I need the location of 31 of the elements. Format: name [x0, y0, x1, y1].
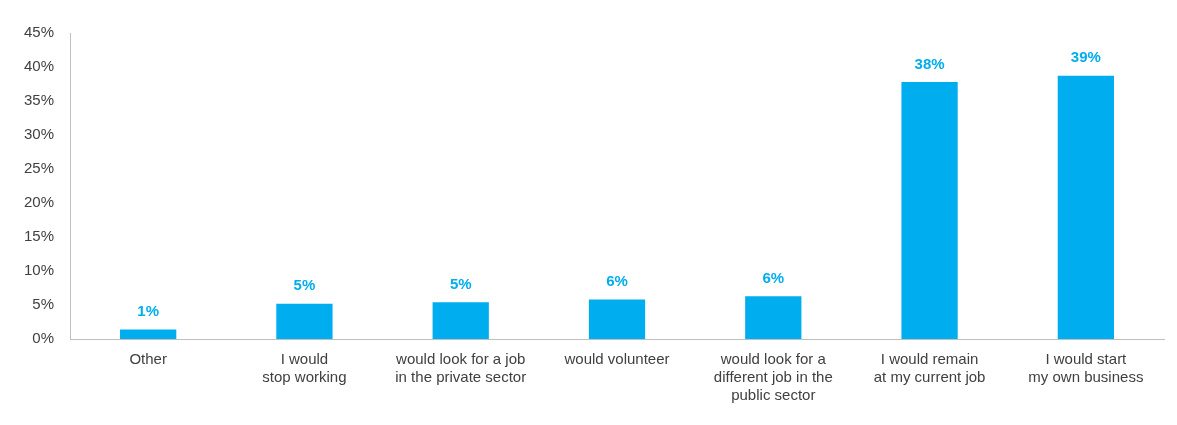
y-tick-label: 35% [23, 91, 55, 109]
bar [588, 299, 646, 339]
bar [120, 329, 177, 339]
bar [901, 81, 958, 339]
y-tick-label: 5% [32, 295, 55, 313]
bar [276, 303, 333, 339]
bar [745, 296, 802, 339]
x-tick-label: I would remain at my current job [873, 350, 986, 386]
y-tick-label: 0% [32, 329, 55, 347]
bar [432, 302, 489, 339]
data-label: 39% [1070, 48, 1101, 66]
x-tick-label: would look for a job in the private sector [395, 350, 527, 386]
bar [1057, 75, 1114, 339]
data-label: 5% [293, 276, 316, 294]
data-label: 6% [606, 272, 628, 290]
y-tick-label: 30% [23, 125, 55, 143]
data-label: 5% [449, 274, 472, 292]
y-tick-label: 25% [23, 159, 55, 177]
data-label: 6% [762, 268, 785, 286]
data-label: 38% [914, 54, 945, 72]
y-tick-label: 15% [23, 227, 55, 245]
x-tick-label: would volunteer [563, 350, 670, 368]
x-tick-label: would look for a different job in the public sector [713, 350, 833, 404]
x-tick-label: I would start my own business [1028, 350, 1144, 386]
y-tick-label: 10% [23, 261, 55, 279]
data-label: 1% [137, 302, 160, 320]
y-tick-label: 40% [23, 57, 55, 75]
y-tick-label: 20% [23, 193, 55, 211]
x-tick-label: Other [129, 350, 167, 368]
x-tick-label: I would stop working [262, 350, 347, 386]
y-tick-label: 45% [23, 23, 55, 41]
